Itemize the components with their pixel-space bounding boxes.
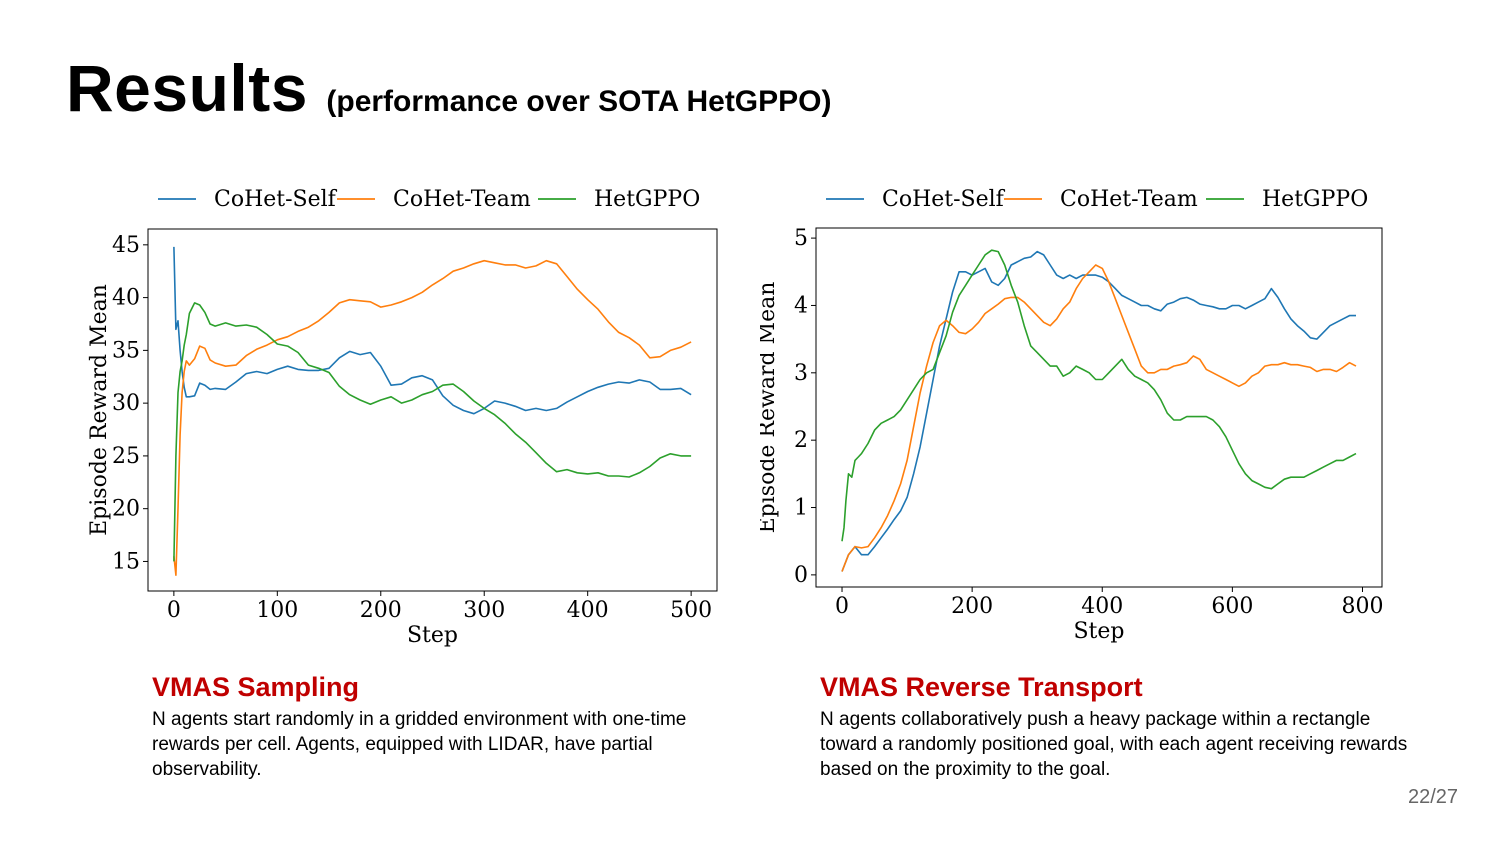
- page-number: 22/27: [1408, 786, 1459, 808]
- x-tick-label: 0: [167, 598, 181, 623]
- legend-label: HetGPPO: [1262, 187, 1368, 212]
- y-tick-label: 20: [112, 497, 140, 522]
- slide-subtitle: (performance over SOTA HetGPPO): [326, 85, 832, 118]
- y-tick-label: 40: [112, 286, 140, 311]
- y-tick-label: 0: [794, 563, 808, 588]
- series-line-1: [173, 246, 692, 415]
- slide-title-block: Results (performance over SOTA HetGPPO): [66, 50, 831, 126]
- plot-frame: [815, 227, 1383, 588]
- panel-description: N agents collaboratively push a heavy pa…: [820, 709, 1408, 780]
- panel-vmas-reverse-transport: VMAS Reverse Transport N agents collabor…: [820, 672, 1420, 782]
- x-tick-label: 600: [1211, 594, 1253, 619]
- plot-area: [841, 249, 1357, 572]
- legend-label: CoHet-Team: [393, 187, 531, 212]
- x-tick-label: 200: [360, 598, 402, 623]
- series-line-3: [173, 302, 692, 562]
- y-tick-label: 25: [112, 444, 140, 469]
- legend-label: CoHet-Self: [214, 187, 338, 212]
- y-tick-label: 1: [794, 496, 808, 521]
- slide-title: Results: [66, 51, 308, 125]
- chart-vmas-sampling: 0 100 200 300 400 500 15 20 25 30 35 40 45 Step Episod…: [87, 187, 718, 648]
- panel-title: VMAS Reverse Transport: [820, 672, 1143, 702]
- legend-label: HetGPPO: [594, 187, 700, 212]
- x-axis-label: Step: [407, 623, 458, 648]
- x-axis-label: Step: [1073, 619, 1124, 644]
- x-tick-label: 800: [1341, 594, 1383, 619]
- series-line-1: [841, 250, 1356, 572]
- panel-description: N agents start randomly in a gridded env…: [152, 709, 687, 780]
- y-tick-label: 35: [112, 338, 140, 363]
- plot-frame: [147, 228, 718, 592]
- plot-area: [173, 246, 692, 577]
- x-tick-label: 400: [1081, 594, 1123, 619]
- y-axis-label: Episode Reward Mean: [87, 284, 112, 536]
- y-tick-label: 2: [794, 428, 808, 453]
- y-tick-label: 4: [794, 293, 808, 318]
- x-tick-label: 400: [567, 598, 609, 623]
- panel-vmas-sampling: VMAS Sampling N agents start randomly in…: [152, 672, 752, 782]
- x-tick-label: 500: [670, 598, 712, 623]
- legend: CoHet-Self CoHet-Team HetGPPO: [158, 187, 700, 212]
- series-line-2: [841, 264, 1357, 572]
- x-tick-label: 200: [951, 594, 993, 619]
- series-line-2: [173, 259, 692, 577]
- x-tick-label: 300: [463, 598, 505, 623]
- x-tick-label: 0: [835, 594, 849, 619]
- y-axis-label: Episode Reward Mean: [760, 282, 780, 534]
- legend: CoHet-Self CoHet-Team HetGPPO: [826, 187, 1368, 212]
- x-tick-label: 100: [256, 598, 298, 623]
- series-line-3: [841, 249, 1357, 542]
- legend-label: CoHet-Self: [882, 187, 1006, 212]
- y-tick-label: 45: [112, 233, 140, 258]
- legend-label: CoHet-Team: [1060, 187, 1198, 212]
- panel-title: VMAS Sampling: [152, 672, 360, 702]
- y-tick-label: 30: [112, 391, 140, 416]
- y-tick-label: 5: [794, 226, 808, 251]
- chart-vmas-reverse-transport: 0 200 400 600 800 0 1 2 3 4 5 Step Episode Reward Me…: [760, 187, 1383, 644]
- y-tick-label: 3: [794, 361, 808, 386]
- y-tick-label: 15: [112, 549, 140, 574]
